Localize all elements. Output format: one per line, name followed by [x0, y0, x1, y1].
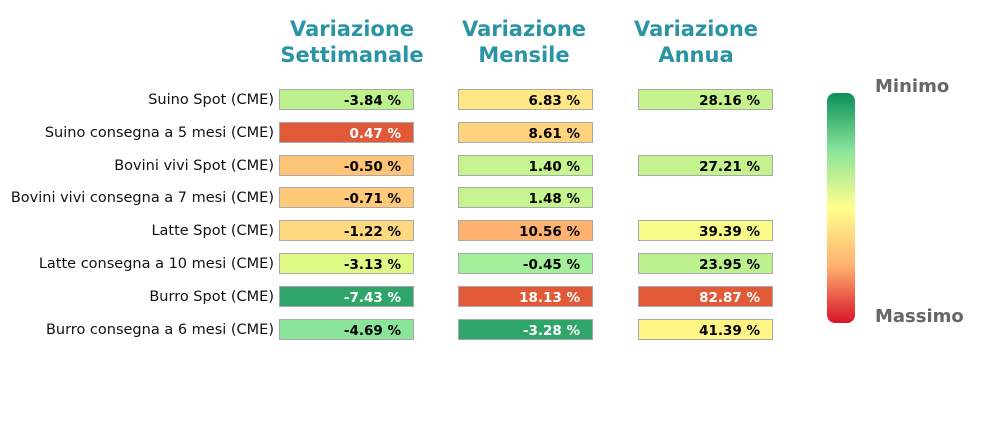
cell-value: -3.28 %: [522, 322, 580, 339]
cell-value: -1.22 %: [343, 224, 401, 241]
cell-value: -4.69 %: [343, 322, 401, 339]
column-header-monthly: Variazione Mensile: [439, 16, 609, 68]
column-header-annual-line1: Variazione: [633, 17, 759, 41]
heatmap-cell-annual: 39.39 %: [638, 220, 773, 242]
scale-min-label: Minimo: [875, 76, 950, 97]
cell-value: -7.43 %: [343, 289, 401, 306]
heatmap-cell-monthly: 10.56 %: [458, 220, 593, 242]
heatmap-cell-weekly: 0.47 %: [279, 121, 414, 143]
heatmap-cell-weekly: -4.69 %: [279, 318, 414, 340]
cell-value: -0.71 %: [343, 191, 401, 208]
cell-value: 41.39 %: [699, 322, 760, 339]
row-label: Suino Spot (CME): [148, 92, 274, 108]
heatmap-cell-monthly: 6.83 %: [458, 89, 593, 110]
row-label: Bovini vivi consegna a 7 mesi (CME): [10, 190, 274, 207]
heatmap-cell-weekly: -3.84 %: [279, 89, 414, 110]
heatmap-cell-monthly: 8.61 %: [458, 121, 593, 143]
cell-value: 28.16 %: [699, 93, 760, 109]
cell-value: 10.56 %: [519, 224, 580, 241]
heatmap-cell-monthly: 1.40 %: [458, 154, 593, 176]
cell-value: -0.50 %: [343, 158, 401, 175]
cell-value: -0.45 %: [522, 257, 580, 273]
row-label: Latte Spot (CME): [151, 223, 274, 240]
heatmap-cell-annual: 28.16 %: [638, 89, 773, 110]
heatmap-cell-monthly: -0.45 %: [458, 253, 593, 274]
heatmap-cell-weekly: -3.13 %: [279, 253, 414, 274]
column-header-weekly-line2: Settimanale: [280, 43, 424, 67]
heatmap-cell-weekly: -0.50 %: [279, 154, 414, 176]
column-header-annual-line2: Annua: [658, 43, 734, 67]
scale-max-label: Massimo: [875, 306, 964, 327]
column-header-weekly-line1: Variazione: [289, 17, 415, 41]
cell-value: 23.95 %: [699, 257, 760, 273]
cell-value: 6.83 %: [528, 93, 580, 109]
cell-value: 39.39 %: [699, 224, 760, 241]
row-label: Bovini vivi Spot (CME): [114, 157, 274, 174]
row-label: Latte consegna a 10 mesi (CME): [38, 256, 274, 272]
row-label: Burro consegna a 6 mesi (CME): [45, 321, 274, 338]
color-scale-bar: [827, 93, 855, 323]
cell-value: 82.87 %: [699, 289, 760, 306]
heatmap-cell-weekly: -0.71 %: [279, 187, 414, 209]
heatmap-cell-annual: 82.87 %: [638, 285, 773, 307]
cell-value: 1.48 %: [528, 191, 580, 208]
cell-value: 0.47 %: [349, 125, 401, 142]
heatmap-cell-annual: 41.39 %: [638, 318, 773, 340]
column-header-annual: Variazione Annua: [611, 16, 781, 68]
cell-value: 8.61 %: [528, 125, 580, 142]
cell-value: -3.13 %: [343, 257, 401, 273]
heatmap-cell-annual: 27.21 %: [638, 154, 773, 176]
cell-value: 27.21 %: [699, 158, 760, 175]
heatmap-cell-weekly: -1.22 %: [279, 220, 414, 242]
cell-value: -3.84 %: [343, 93, 401, 109]
heatmap-cell-monthly: -3.28 %: [458, 318, 593, 340]
cell-value: 1.40 %: [528, 158, 580, 175]
cell-value: 18.13 %: [519, 289, 580, 306]
heatmap-cell-annual: 23.95 %: [638, 253, 773, 274]
row-label: Burro Spot (CME): [149, 288, 274, 305]
heatmap-cell-monthly: 18.13 %: [458, 285, 593, 307]
heatmap-cell-monthly: 1.48 %: [458, 187, 593, 209]
row-label: Suino consegna a 5 mesi (CME): [44, 124, 274, 141]
column-header-weekly: Variazione Settimanale: [267, 16, 437, 68]
column-header-monthly-line2: Mensile: [478, 43, 570, 67]
heatmap-cell-weekly: -7.43 %: [279, 285, 414, 307]
column-header-monthly-line1: Variazione: [461, 17, 587, 41]
